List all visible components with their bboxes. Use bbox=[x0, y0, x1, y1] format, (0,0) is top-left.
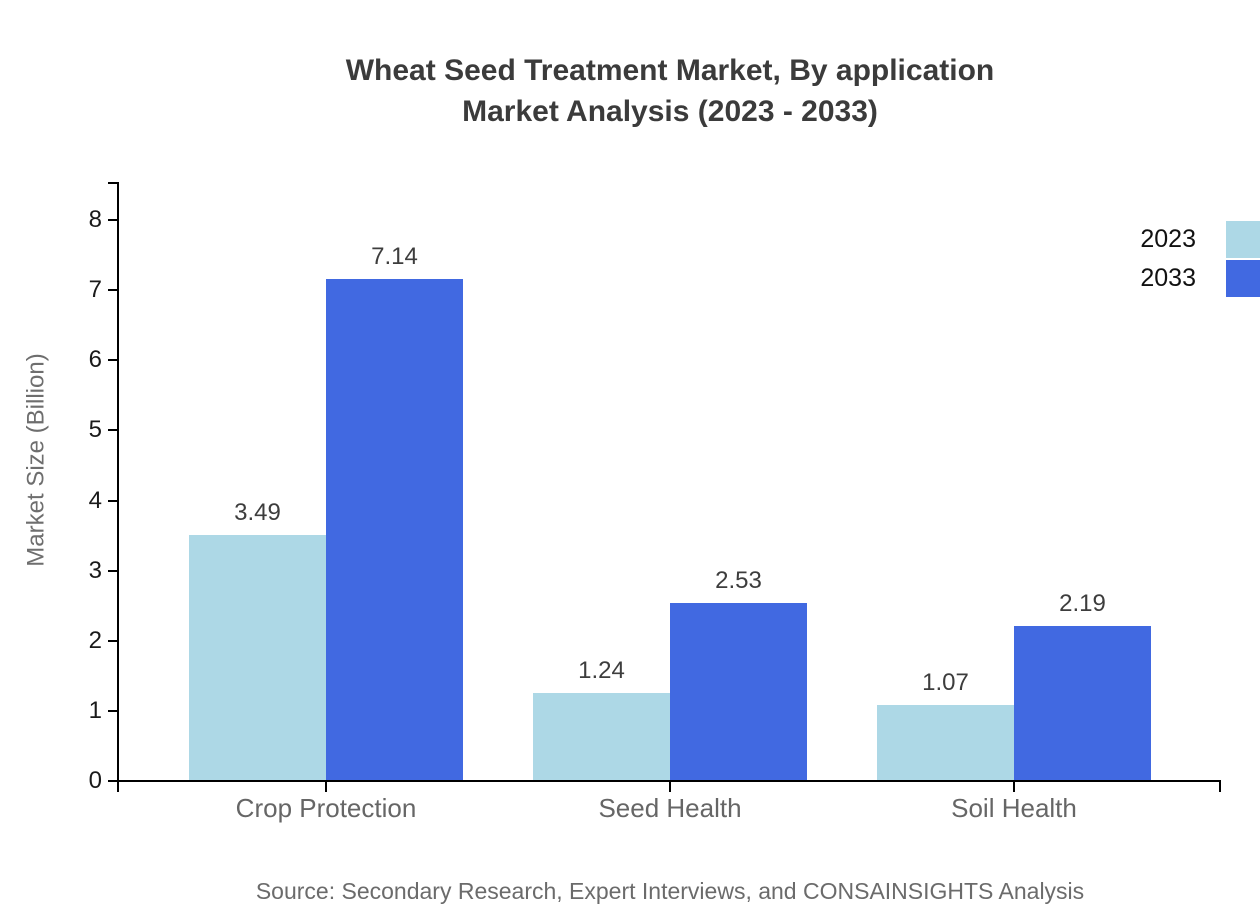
y-tick-label: 2 bbox=[88, 627, 102, 654]
legend-label: 2023 bbox=[1140, 224, 1196, 253]
legend-item-2033: 2033 bbox=[1040, 259, 1260, 297]
y-axis-label-text: Market Size (Billion) bbox=[23, 353, 51, 567]
y-tick bbox=[108, 359, 118, 361]
y-tick-label: 0 bbox=[88, 767, 102, 794]
y-tick bbox=[108, 640, 118, 642]
x-tick bbox=[669, 782, 671, 792]
y-tick bbox=[108, 570, 118, 572]
y-tick-label: 4 bbox=[88, 487, 102, 514]
y-tick-label: 5 bbox=[88, 416, 102, 443]
bar-2033-crop-protection bbox=[326, 279, 463, 780]
bar-value-label: 2.53 bbox=[715, 567, 762, 594]
category-label: Crop Protection bbox=[235, 793, 417, 823]
bar-2023-soil-health bbox=[877, 705, 1014, 780]
bar-2033-soil-health bbox=[1014, 626, 1151, 780]
category-label: Soil Health bbox=[951, 793, 1077, 823]
bar-value-label: 3.49 bbox=[234, 499, 281, 526]
bar-2023-crop-protection bbox=[189, 535, 326, 780]
legend-swatch-icon bbox=[1226, 259, 1260, 297]
legend-label: 2033 bbox=[1140, 263, 1196, 292]
y-tick-label: 8 bbox=[88, 206, 102, 233]
y-axis-end-cap bbox=[108, 182, 118, 184]
y-tick bbox=[108, 289, 118, 291]
y-axis-label: Market Size (Billion) bbox=[8, 160, 66, 760]
x-tick bbox=[325, 782, 327, 792]
y-tick bbox=[108, 219, 118, 221]
chart-title-line-1: Wheat Seed Treatment Market, By applicat… bbox=[345, 54, 995, 87]
y-tick bbox=[108, 710, 118, 712]
source-caption: Source: Secondary Research, Expert Inter… bbox=[255, 878, 1085, 904]
y-tick bbox=[108, 429, 118, 431]
chart-title: Wheat Seed Treatment Market, By applicat… bbox=[80, 50, 1260, 132]
legend-item-2023: 2023 bbox=[1040, 220, 1260, 258]
x-axis-end-cap bbox=[1219, 782, 1221, 792]
bar-value-label: 1.07 bbox=[922, 669, 969, 696]
x-axis-line bbox=[108, 780, 1221, 782]
y-tick-label: 6 bbox=[88, 346, 102, 373]
category-label: Seed Health bbox=[598, 793, 742, 823]
y-tick bbox=[108, 500, 118, 502]
y-tick bbox=[108, 780, 118, 782]
y-tick-label: 1 bbox=[88, 697, 102, 724]
bar-value-label: 7.14 bbox=[371, 243, 418, 270]
y-tick-label: 7 bbox=[88, 276, 102, 303]
legend-swatch-icon bbox=[1226, 220, 1260, 258]
x-tick bbox=[1013, 782, 1015, 792]
bar-value-label: 2.19 bbox=[1059, 590, 1106, 617]
bar-2023-seed-health bbox=[533, 693, 670, 780]
y-tick-label: 3 bbox=[88, 557, 102, 584]
bar-value-label: 1.24 bbox=[578, 657, 625, 684]
bar-2033-seed-health bbox=[670, 603, 807, 780]
y-axis-line bbox=[117, 182, 119, 792]
chart-title-line-2: Market Analysis (2023 - 2033) bbox=[462, 95, 878, 128]
